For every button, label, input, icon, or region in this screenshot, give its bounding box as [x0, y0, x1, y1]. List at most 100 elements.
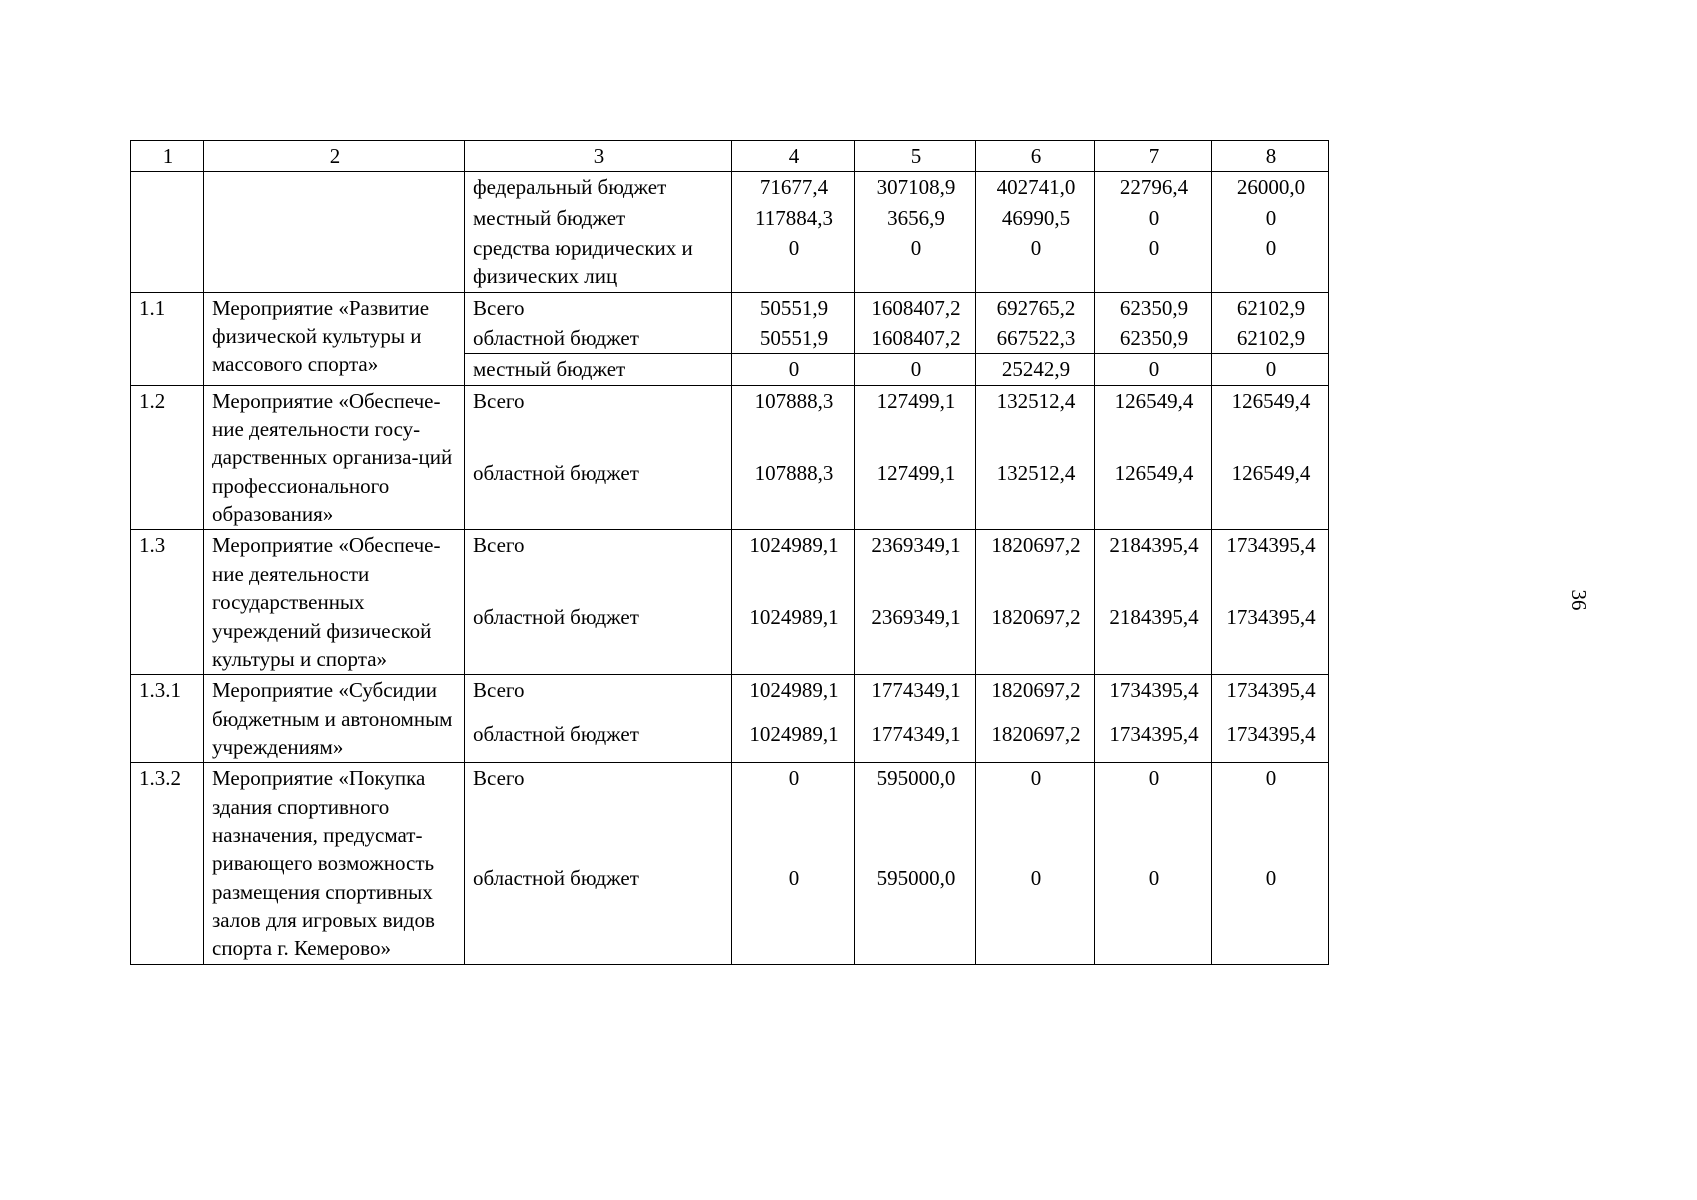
value-cell: 1024989,1: [732, 719, 855, 763]
budget-source: Всего: [465, 675, 732, 719]
value-cell: 107888,3: [732, 458, 855, 530]
col-header: 4: [732, 141, 855, 172]
value-cell: 117884,3: [732, 203, 855, 233]
value-cell: 0: [1212, 863, 1329, 964]
value-cell: 0: [1212, 763, 1329, 864]
budget-source: областной бюджет: [465, 458, 732, 530]
value-cell: 2369349,1: [855, 530, 976, 602]
value-cell: 1734395,4: [1095, 719, 1212, 763]
value-cell: 62350,9: [1095, 292, 1212, 323]
value-cell: 1024989,1: [732, 602, 855, 674]
budget-source: областной бюджет: [465, 719, 732, 763]
cell-empty: [204, 172, 465, 292]
value-cell: 0: [855, 233, 976, 292]
section-id: 1.1: [131, 292, 204, 385]
value-cell: 132512,4: [976, 385, 1095, 457]
table-row: 1.1 Мероприятие «Развитие физической кул…: [131, 292, 1329, 323]
budget-source: Всего: [465, 763, 732, 864]
section-id: 1.2: [131, 385, 204, 530]
col-header: 3: [465, 141, 732, 172]
value-cell: 1024989,1: [732, 675, 855, 719]
value-cell: 0: [1095, 354, 1212, 385]
value-cell: 3656,9: [855, 203, 976, 233]
table-row: 1.2 Мероприятие «Обеспече-ние деятельнос…: [131, 385, 1329, 457]
budget-source: Всего: [465, 292, 732, 323]
value-cell: 0: [732, 863, 855, 964]
col-header: 5: [855, 141, 976, 172]
value-cell: 0: [1095, 763, 1212, 864]
budget-source: федеральный бюджет: [465, 172, 732, 203]
table-row: федеральный бюджет 71677,4 307108,9 4027…: [131, 172, 1329, 203]
section-name: Мероприятие «Покупка здания спортивного …: [204, 763, 465, 964]
value-cell: 107888,3: [732, 385, 855, 457]
value-cell: 1820697,2: [976, 530, 1095, 602]
budget-source: Всего: [465, 385, 732, 457]
value-cell: 22796,4: [1095, 172, 1212, 203]
value-cell: 1734395,4: [1212, 530, 1329, 602]
value-cell: 126549,4: [1095, 458, 1212, 530]
value-cell: 1608407,2: [855, 292, 976, 323]
value-cell: 402741,0: [976, 172, 1095, 203]
value-cell: 126549,4: [1095, 385, 1212, 457]
value-cell: 595000,0: [855, 763, 976, 864]
section-name: Мероприятие «Развитие физической культур…: [204, 292, 465, 385]
col-header: 1: [131, 141, 204, 172]
value-cell: 26000,0: [1212, 172, 1329, 203]
value-cell: 0: [1212, 354, 1329, 385]
section-id: 1.3.1: [131, 675, 204, 763]
value-cell: 132512,4: [976, 458, 1095, 530]
budget-source: средства юридических и физических лиц: [465, 233, 732, 292]
section-id: 1.3: [131, 530, 204, 675]
table-row: 1.3.2 Мероприятие «Покупка здания спорти…: [131, 763, 1329, 864]
budget-table: 1 2 3 4 5 6 7 8 федеральный бюджет 71677…: [130, 140, 1329, 965]
table-header-row: 1 2 3 4 5 6 7 8: [131, 141, 1329, 172]
value-cell: 1608407,2: [855, 323, 976, 354]
value-cell: 0: [855, 354, 976, 385]
value-cell: 0: [1095, 233, 1212, 292]
budget-source: областной бюджет: [465, 323, 732, 354]
table-row: 1.3 Мероприятие «Обеспече-ние деятельнос…: [131, 530, 1329, 602]
value-cell: 1820697,2: [976, 602, 1095, 674]
col-header: 7: [1095, 141, 1212, 172]
value-cell: 1820697,2: [976, 675, 1095, 719]
budget-source: местный бюджет: [465, 203, 732, 233]
value-cell: 2369349,1: [855, 602, 976, 674]
value-cell: 126549,4: [1212, 385, 1329, 457]
value-cell: 0: [976, 763, 1095, 864]
value-cell: 307108,9: [855, 172, 976, 203]
budget-source: областной бюджет: [465, 863, 732, 964]
value-cell: 71677,4: [732, 172, 855, 203]
value-cell: 0: [976, 863, 1095, 964]
value-cell: 2184395,4: [1095, 602, 1212, 674]
value-cell: 1734395,4: [1212, 675, 1329, 719]
col-header: 8: [1212, 141, 1329, 172]
col-header: 6: [976, 141, 1095, 172]
cell-empty: [131, 172, 204, 292]
value-cell: 1734395,4: [1212, 719, 1329, 763]
value-cell: 0: [732, 354, 855, 385]
budget-source: Всего: [465, 530, 732, 602]
value-cell: 50551,9: [732, 292, 855, 323]
value-cell: 595000,0: [855, 863, 976, 964]
value-cell: 46990,5: [976, 203, 1095, 233]
value-cell: 1774349,1: [855, 719, 976, 763]
value-cell: 62350,9: [1095, 323, 1212, 354]
value-cell: 50551,9: [732, 323, 855, 354]
value-cell: 1734395,4: [1095, 675, 1212, 719]
table-row: 1.3.1 Мероприятие «Субсидии бюджетным и …: [131, 675, 1329, 719]
value-cell: 0: [1212, 203, 1329, 233]
value-cell: 0: [732, 763, 855, 864]
section-id: 1.3.2: [131, 763, 204, 964]
value-cell: 692765,2: [976, 292, 1095, 323]
section-name: Мероприятие «Субсидии бюджетным и автоно…: [204, 675, 465, 763]
value-cell: 62102,9: [1212, 323, 1329, 354]
budget-source: местный бюджет: [465, 354, 732, 385]
section-name: Мероприятие «Обеспече-ние деятельности г…: [204, 385, 465, 530]
budget-source: областной бюджет: [465, 602, 732, 674]
col-header: 2: [204, 141, 465, 172]
value-cell: 126549,4: [1212, 458, 1329, 530]
value-cell: 1820697,2: [976, 719, 1095, 763]
value-cell: 0: [1095, 863, 1212, 964]
value-cell: 0: [976, 233, 1095, 292]
value-cell: 1774349,1: [855, 675, 976, 719]
